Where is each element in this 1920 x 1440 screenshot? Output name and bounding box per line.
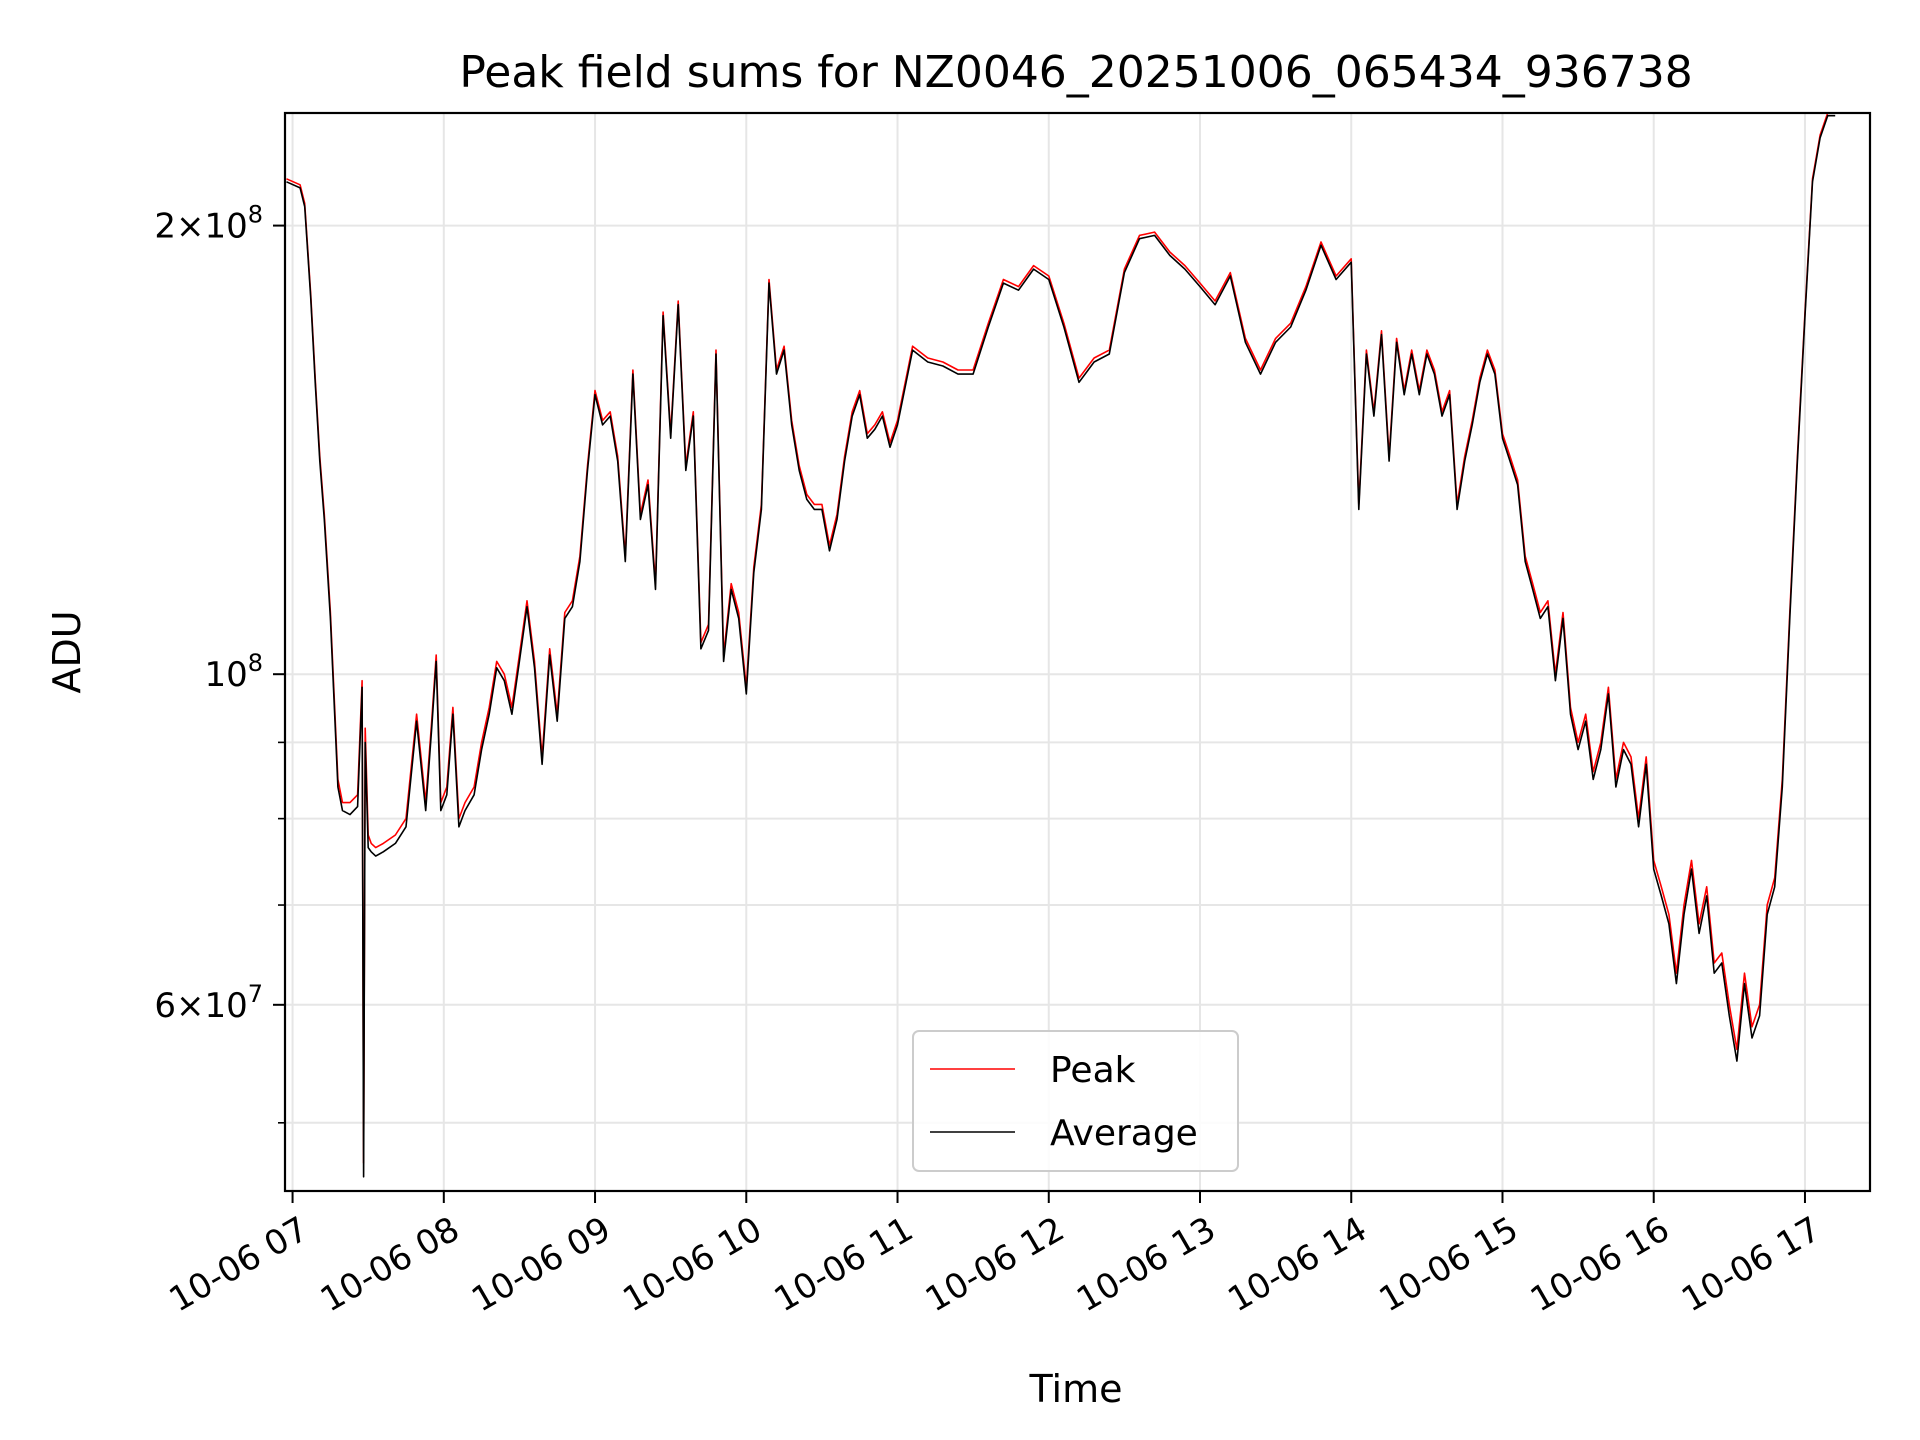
chart-title: Peak field sums for NZ0046_20251006_0654…: [459, 47, 1692, 98]
x-tick-label: 10-06 15: [1373, 1209, 1525, 1320]
x-axis-label: Time: [1029, 1367, 1123, 1411]
x-tick-label: 10-06 12: [919, 1209, 1071, 1320]
y-axis-ticks: 6×107 108 2×108: [154, 201, 285, 1124]
x-tick-label: 10-06 11: [768, 1209, 920, 1320]
series-line-peak: [286, 113, 1836, 1164]
plot-frame: [283, 111, 1872, 1193]
grid: [285, 113, 1870, 1191]
x-tick-label: 10-06 17: [1675, 1209, 1827, 1320]
y-axis-label: ADU: [45, 610, 89, 693]
y-tick-label: 6×107: [154, 980, 263, 1026]
legend-box: [912, 1030, 1239, 1172]
x-tick-label: 10-06 16: [1524, 1209, 1676, 1320]
x-tick-label: 10-06 14: [1221, 1209, 1373, 1320]
x-tick-label: 10-06 10: [616, 1209, 768, 1320]
x-tick-label: 10-06 09: [465, 1209, 617, 1320]
x-tick-label: 10-06 07: [163, 1209, 315, 1320]
x-tick-label: 10-06 13: [1070, 1209, 1222, 1320]
series-lines: [286, 113, 1836, 1178]
legend-label-average: Average: [1050, 1113, 1198, 1154]
legend: Peak Average: [912, 1030, 1239, 1172]
y-tick-label: 2×108: [154, 201, 263, 247]
x-tick-label: 10-06 08: [314, 1209, 466, 1320]
legend-label-peak: Peak: [1050, 1050, 1136, 1091]
y-tick-label: 108: [204, 649, 263, 695]
series-line-average: [286, 114, 1836, 1178]
